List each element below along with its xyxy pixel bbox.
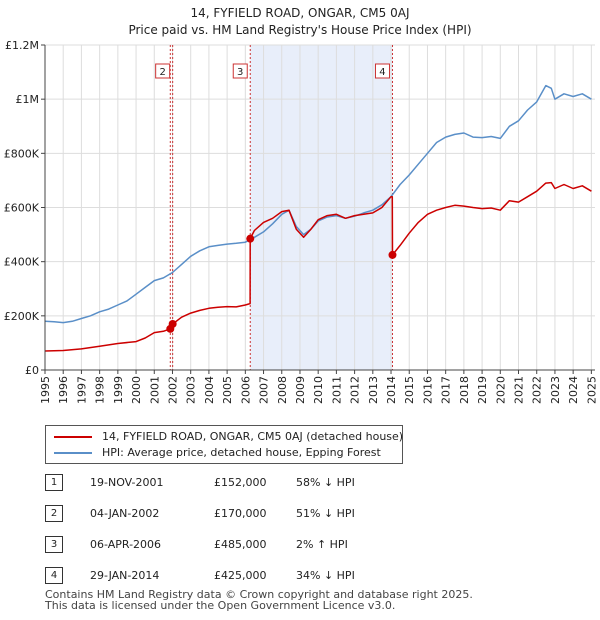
y-tick-label: £400K bbox=[4, 256, 40, 269]
x-tick-label: 2005 bbox=[221, 376, 234, 404]
sale-point bbox=[168, 319, 177, 328]
chart-legend: 14, FYFIELD ROAD, ONGAR, CM5 0AJ (detach… bbox=[45, 425, 403, 464]
y-tick-label: £1.2M bbox=[5, 39, 39, 52]
x-tick-label: 2019 bbox=[476, 376, 489, 404]
x-tick-label: 2009 bbox=[294, 376, 307, 404]
x-tick-label: 2023 bbox=[549, 376, 562, 404]
sale-row: 1 19-NOV-2001 £152,000 58% ↓ HPI bbox=[45, 474, 405, 492]
sale-date: 04-JAN-2002 bbox=[90, 507, 160, 520]
x-tick-label: 2021 bbox=[513, 376, 526, 404]
y-tick-label: £800K bbox=[4, 147, 40, 160]
sale-number: 4 bbox=[45, 567, 63, 584]
x-tick-label: 1998 bbox=[94, 376, 107, 404]
sale-marker-label: 2 bbox=[159, 67, 165, 78]
x-tick-label: 2011 bbox=[330, 376, 343, 404]
sale-row: 3 06-APR-2006 £485,000 2% ↑ HPI bbox=[45, 536, 405, 554]
x-tick-label: 2016 bbox=[421, 376, 434, 404]
x-tick-label: 1996 bbox=[57, 376, 70, 404]
sale-hpi-change: 58% ↓ HPI bbox=[296, 476, 355, 489]
sale-price: £170,000 bbox=[214, 507, 267, 520]
sale-date: 29-JAN-2014 bbox=[90, 569, 160, 582]
x-tick-label: 2003 bbox=[185, 376, 198, 404]
sale-hpi-change: 2% ↑ HPI bbox=[296, 538, 348, 551]
x-tick-label: 2010 bbox=[312, 376, 325, 404]
x-tick-label: 2006 bbox=[239, 376, 252, 404]
sale-number: 1 bbox=[45, 474, 63, 491]
x-tick-label: 2017 bbox=[440, 376, 453, 404]
sale-price: £152,000 bbox=[214, 476, 267, 489]
hpi-series-line bbox=[44, 84, 592, 324]
sale-hpi-change: 51% ↓ HPI bbox=[296, 507, 355, 520]
x-tick-label: 2024 bbox=[567, 376, 580, 404]
sale-marker-box bbox=[155, 63, 171, 79]
legend-swatch-property bbox=[54, 436, 92, 438]
y-tick-label: £1M bbox=[16, 93, 40, 106]
sale-row: 4 29-JAN-2014 £425,000 34% ↓ HPI bbox=[45, 567, 405, 585]
sale-marker-label: 3 bbox=[237, 67, 243, 78]
sale-point bbox=[246, 234, 255, 243]
x-tick-label: 2020 bbox=[494, 376, 507, 404]
x-tick-label: 1995 bbox=[39, 376, 52, 404]
legend-label-property: 14, FYFIELD ROAD, ONGAR, CM5 0AJ (detach… bbox=[102, 430, 404, 443]
x-tick-label: 2008 bbox=[276, 376, 289, 404]
sale-price: £425,000 bbox=[214, 569, 267, 582]
sale-marker-label: 4 bbox=[379, 67, 385, 78]
x-tick-label: 2012 bbox=[349, 376, 362, 404]
sale-marker-box bbox=[374, 63, 390, 79]
x-tick-label: 1997 bbox=[75, 376, 88, 404]
sale-date: 19-NOV-2001 bbox=[90, 476, 164, 489]
x-tick-label: 2013 bbox=[367, 376, 380, 404]
sale-row: 2 04-JAN-2002 £170,000 51% ↓ HPI bbox=[45, 505, 405, 523]
x-tick-label: 2022 bbox=[531, 376, 544, 404]
legend-swatch-hpi bbox=[54, 452, 92, 454]
x-tick-label: 2015 bbox=[403, 376, 416, 404]
y-tick-label: £200K bbox=[4, 310, 40, 323]
sale-hpi-change: 34% ↓ HPI bbox=[296, 569, 355, 582]
x-tick-label: 2004 bbox=[203, 376, 216, 404]
x-tick-label: 2001 bbox=[148, 376, 161, 404]
x-tick-label: 2007 bbox=[258, 376, 271, 404]
x-tick-label: 2014 bbox=[385, 376, 398, 404]
sale-price: £485,000 bbox=[214, 538, 267, 551]
y-tick-label: £0 bbox=[25, 364, 39, 377]
chart-title-block: 14, FYFIELD ROAD, ONGAR, CM5 0AJ Price p… bbox=[0, 5, 600, 39]
footer-licence: This data is licensed under the Open Gov… bbox=[45, 599, 396, 612]
price-chart: 2 3 4 £0 £200K £400K £600K £800K £1M £1.2M 1995 19… bbox=[4, 39, 599, 404]
y-tick-label: £600K bbox=[4, 202, 40, 215]
sale-number: 2 bbox=[45, 505, 63, 522]
x-tick-label: 2018 bbox=[458, 376, 471, 404]
sale-point bbox=[388, 250, 397, 259]
sale-number: 3 bbox=[45, 536, 63, 553]
x-tick-label: 1999 bbox=[112, 376, 125, 404]
legend-label-hpi: HPI: Average price, detached house, Eppi… bbox=[102, 446, 381, 459]
sale-date: 06-APR-2006 bbox=[90, 538, 162, 551]
chart-subtitle: Price paid vs. HM Land Registry's House … bbox=[128, 23, 472, 37]
x-tick-label: 2025 bbox=[585, 376, 598, 404]
chart-title: 14, FYFIELD ROAD, ONGAR, CM5 0AJ bbox=[190, 6, 410, 20]
footer-copyright: Contains HM Land Registry data © Crown c… bbox=[45, 588, 473, 601]
footer: Contains HM Land Registry data © Crown c… bbox=[45, 589, 473, 611]
x-tick-label: 2002 bbox=[166, 376, 179, 404]
x-tick-label: 2000 bbox=[130, 376, 143, 404]
sale-marker-box bbox=[232, 63, 248, 79]
